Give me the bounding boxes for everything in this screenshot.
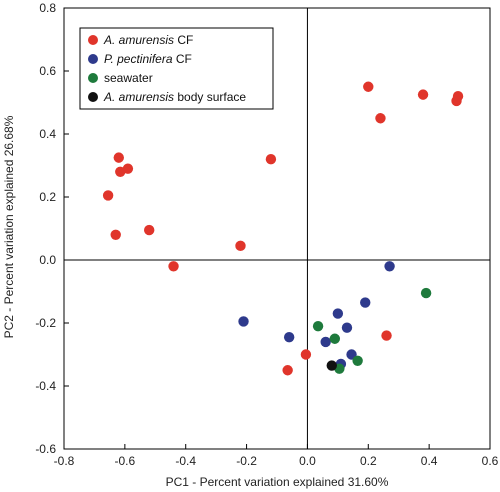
legend-marker [88,92,98,102]
data-point [102,190,114,201]
legend-marker [88,73,98,83]
data-point [300,349,312,360]
data-point [329,333,341,344]
axis-ticks: -0.8 -0.6 -0.4 -0.2 0.0 0.2 0.4 0.6-0.6-0.4-0.2… [35,1,498,468]
data-point [110,229,121,240]
plot-frame [63,7,491,450]
legend-marker [88,54,98,64]
x-tick-label: -0.4 [175,454,196,468]
data-point [341,322,353,333]
x-tick-label: 0.2 [360,454,377,468]
data-point [282,365,293,376]
y-tick-label: -0.4 [35,379,56,393]
y-tick-label: 0.6 [39,64,56,78]
y-tick-label: -0.6 [35,442,56,456]
legend: A. amurensis CF P. pectinifera CF seawater… [79,27,274,110]
y-axis-label: PC2 - Percent variation explained 26.68% [2,115,16,338]
x-axis-label: PC1 - Percent variation explained 31.60% [166,475,389,489]
data-point [235,240,246,252]
data-point [420,287,432,299]
data-points [102,81,464,376]
legend-entry: P. pectinifera CF [104,52,192,66]
x-tick-label: 0.4 [421,454,438,468]
data-point [312,320,324,332]
x-tick-label: -0.2 [236,454,257,468]
data-point [360,297,371,308]
x-tick-label: -0.6 [115,454,136,468]
data-point [381,330,392,341]
data-point [168,261,179,272]
y-tick-label: 0.2 [39,190,56,204]
data-point [352,355,363,366]
x-tick-label: -0.8 [54,454,75,468]
y-tick-label: 0.4 [39,127,56,141]
data-point [326,360,337,371]
y-tick-label: 0.0 [39,253,56,267]
data-point [265,154,277,165]
legend-box [79,27,274,110]
data-point [452,91,464,102]
data-point [384,261,395,272]
data-point [332,308,344,319]
plot-border [63,7,491,450]
data-point [113,152,124,163]
data-point [417,89,429,100]
data-point [115,166,126,177]
data-point [238,316,249,327]
data-point [363,81,374,92]
data-point [283,331,295,343]
y-tick-label: -0.2 [35,316,56,330]
legend-entry: A. amurensis CF [103,33,193,47]
legend-marker [88,35,98,45]
y-tick-label: 0.8 [39,1,56,15]
legend-entry: seawater [104,71,153,85]
legend-entry: A. amurensis body surface [103,90,246,104]
data-point [320,336,331,348]
x-tick-label: 0.6 [482,454,499,468]
x-tick-label: 0.0 [299,454,316,468]
data-point [375,113,386,124]
data-point [144,224,155,236]
